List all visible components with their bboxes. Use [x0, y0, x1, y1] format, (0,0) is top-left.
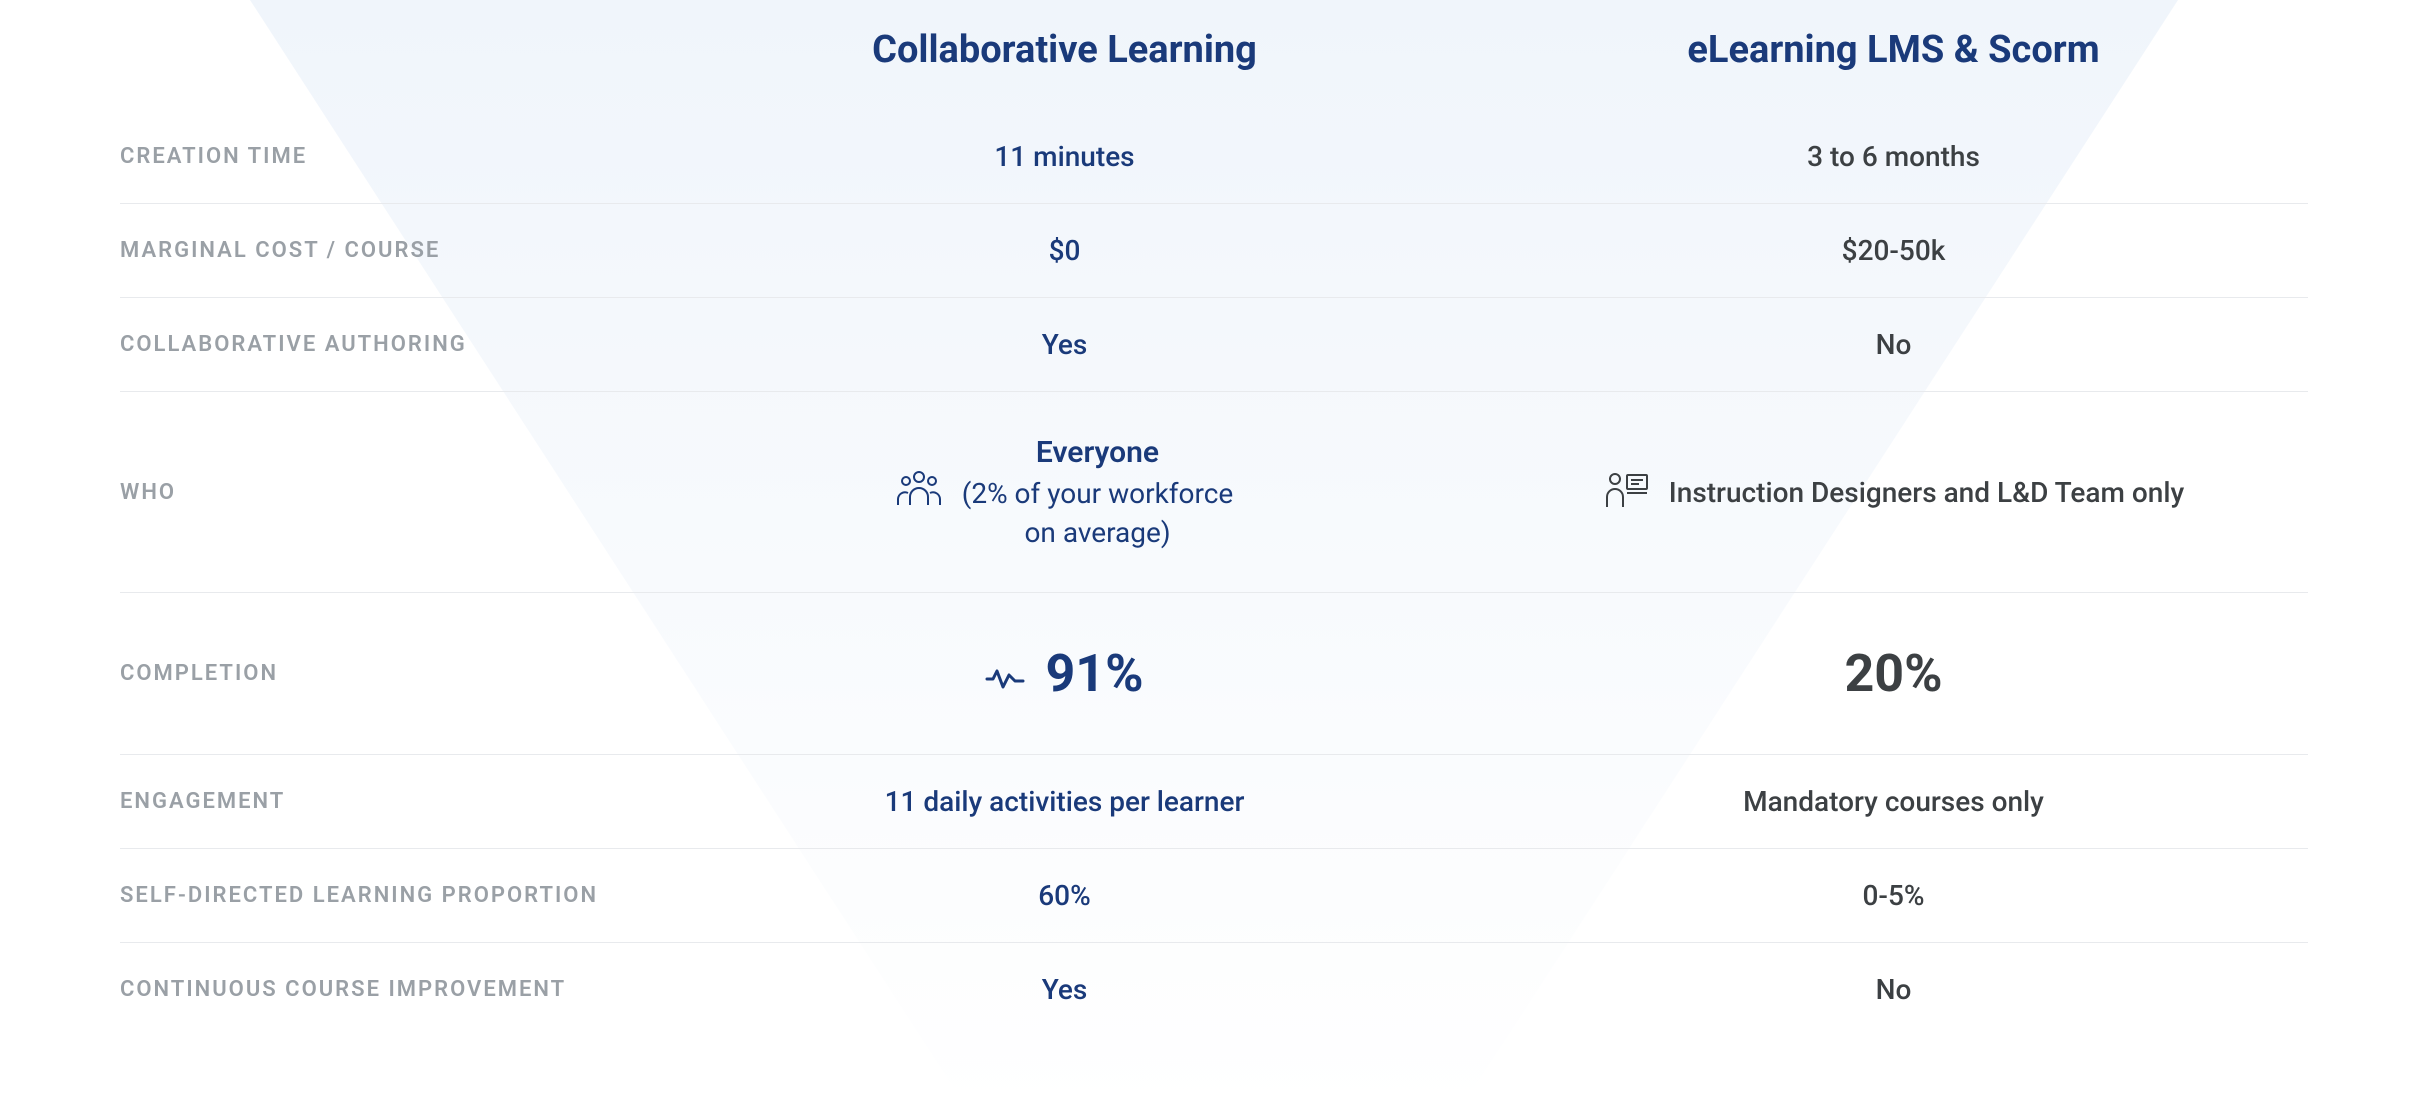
label-completion: COMPLETION	[120, 631, 650, 716]
value-who-col2: Instruction Designers and L&D Team only	[1479, 429, 2308, 556]
value-self-directed-col2: 0-5%	[1479, 849, 2308, 942]
completion-col1-value: 91%	[1045, 643, 1143, 704]
row-who: WHO Everyone (2% of your workforce	[120, 392, 2308, 593]
value-continuous-improvement-col2: No	[1479, 943, 2308, 1036]
label-who: WHO	[120, 450, 650, 535]
pulse-icon	[985, 643, 1025, 704]
row-self-directed: SELF-DIRECTED LEARNING PROPORTION 60% 0-…	[120, 849, 2308, 943]
value-creation-time-col2: 3 to 6 months	[1479, 110, 2308, 203]
value-collab-authoring-col2: No	[1479, 298, 2308, 391]
who-col1-sub2: on average)	[962, 513, 1233, 552]
instructor-icon	[1603, 469, 1649, 516]
label-marginal-cost: MARGINAL COST / COURSE	[120, 208, 650, 293]
value-engagement-col1: 11 daily activities per learner	[650, 755, 1479, 848]
label-engagement: ENGAGEMENT	[120, 759, 650, 844]
label-collab-authoring: COLLABORATIVE AUTHORING	[120, 302, 650, 387]
column-header-elearning: eLearning LMS & Scorm	[1479, 28, 2308, 72]
label-creation-time: CREATION TIME	[120, 114, 650, 199]
row-creation-time: CREATION TIME 11 minutes 3 to 6 months	[120, 110, 2308, 204]
value-engagement-col2: Mandatory courses only	[1479, 755, 2308, 848]
row-engagement: ENGAGEMENT 11 daily activities per learn…	[120, 755, 2308, 849]
row-collab-authoring: COLLABORATIVE AUTHORING Yes No	[120, 298, 2308, 392]
value-who-col1: Everyone (2% of your workforce on averag…	[650, 392, 1479, 592]
row-marginal-cost: MARGINAL COST / COURSE $0 $20-50k	[120, 204, 2308, 298]
header-empty-cell	[120, 20, 650, 80]
value-completion-col2: 20%	[1479, 593, 2308, 754]
value-continuous-improvement-col1: Yes	[650, 943, 1479, 1036]
who-col1-main: Everyone	[962, 432, 1233, 474]
value-completion-col1: 91%	[650, 593, 1479, 754]
who-col2-text: Instruction Designers and L&D Team only	[1669, 476, 2184, 509]
people-group-icon	[896, 469, 942, 516]
label-self-directed: SELF-DIRECTED LEARNING PROPORTION	[120, 853, 650, 938]
value-creation-time-col1: 11 minutes	[650, 110, 1479, 203]
column-header-collaborative: Collaborative Learning	[650, 28, 1479, 72]
value-collab-authoring-col1: Yes	[650, 298, 1479, 391]
row-continuous-improvement: CONTINUOUS COURSE IMPROVEMENT Yes No	[120, 943, 2308, 1036]
value-marginal-cost-col2: $20-50k	[1479, 204, 2308, 297]
who-col1-sub1: (2% of your workforce	[962, 474, 1233, 513]
table-header-row: Collaborative Learning eLearning LMS & S…	[120, 0, 2308, 110]
value-self-directed-col1: 60%	[650, 849, 1479, 942]
label-continuous-improvement: CONTINUOUS COURSE IMPROVEMENT	[120, 947, 650, 1032]
comparison-table: Collaborative Learning eLearning LMS & S…	[0, 0, 2428, 1036]
row-completion: COMPLETION 91% 20%	[120, 593, 2308, 755]
value-marginal-cost-col1: $0	[650, 204, 1479, 297]
